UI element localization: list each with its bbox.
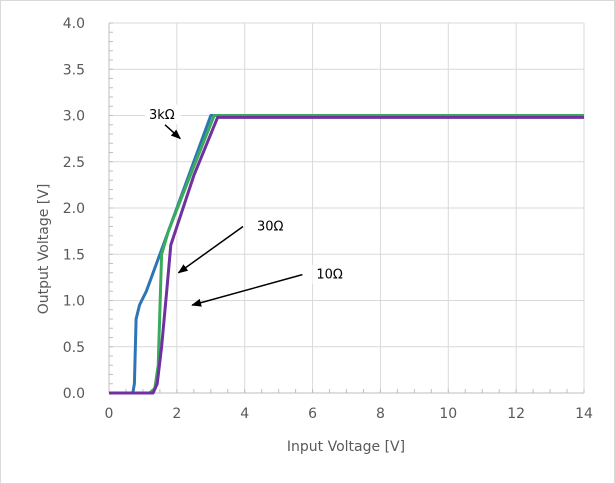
x-tick-label: 2 [172, 406, 181, 422]
annotation-arrow [191, 273, 303, 307]
y-axis-label: Output Voltage [V] [36, 184, 52, 315]
x-tick-label: 4 [240, 406, 249, 422]
x-tick-label: 10 [439, 406, 457, 422]
annotations: 3kΩ 30Ω 10Ω [144, 104, 349, 307]
series-line-1 [109, 114, 584, 395]
x-tick-label: 8 [376, 406, 385, 422]
series-line-0 [109, 114, 584, 395]
annotation-label-bg [253, 216, 290, 236]
x-tick-label: 12 [507, 406, 525, 422]
annotation-arrow [177, 225, 244, 274]
x-tick-label: 6 [308, 406, 317, 422]
series-group [109, 114, 584, 395]
y-tick-label: 2.5 [63, 155, 85, 171]
annotation-label-bg [144, 104, 181, 124]
y-tick-label: 0.5 [63, 340, 85, 356]
series-line-2 [109, 115, 584, 395]
x-tick-label: 0 [105, 406, 114, 422]
x-axis-label: Input Voltage [V] [287, 439, 405, 455]
y-tick-label: 0.0 [63, 386, 85, 402]
axes: 0 2 4 6 8 10 12 14 0.0 0.5 1.0 1.5 2.0 2.5 3.0 3.5 4.0 [63, 16, 593, 422]
annotation-label: 3kΩ [149, 108, 175, 123]
x-tick-label: 14 [575, 406, 593, 422]
annotation-label: 30Ω [257, 220, 284, 235]
y-tick-label: 4.0 [63, 16, 85, 32]
annotation-label-bg [312, 264, 349, 284]
y-tick-label: 3.0 [63, 109, 85, 125]
annotation-arrow [164, 124, 181, 140]
grid [109, 22, 585, 393]
y-tick-label: 1.5 [63, 247, 85, 263]
y-tick-label: 1.0 [63, 294, 85, 310]
y-tick-label: 2.0 [63, 201, 85, 217]
annotation-label: 10Ω [316, 268, 343, 283]
y-tick-label: 3.5 [63, 62, 85, 78]
